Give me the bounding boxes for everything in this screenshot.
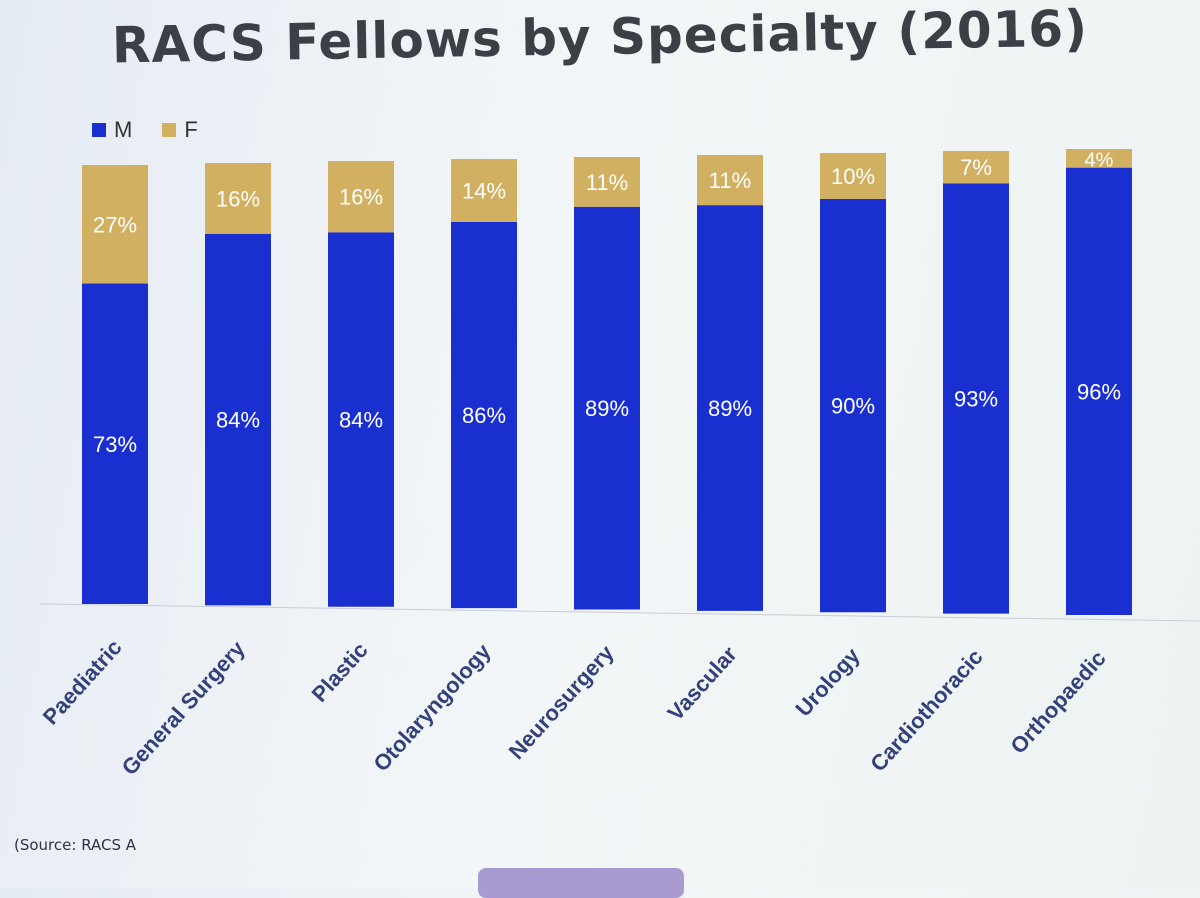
- legend-item-male: M: [92, 117, 132, 143]
- bar-female-4: [574, 157, 640, 207]
- bar-male-5: [697, 205, 763, 611]
- data-label-male-8: 96%: [1077, 379, 1121, 404]
- legend-item-female: F: [162, 117, 198, 143]
- legend-swatch-female: [162, 123, 177, 137]
- bar-male-2: [328, 232, 394, 607]
- data-label-female-3: 14%: [462, 178, 506, 203]
- data-label-male-1: 84%: [216, 408, 260, 433]
- data-label-female-7: 7%: [960, 155, 992, 180]
- bar-female-7: [943, 151, 1009, 184]
- presentation-tab: [478, 868, 684, 898]
- data-label-female-8: 4%: [1085, 149, 1114, 171]
- x-axis-line: [39, 603, 1200, 622]
- legend-label-male: M: [114, 117, 133, 142]
- x-tick-label-5: Vascular: [663, 641, 742, 725]
- bar-male-8: [1066, 167, 1132, 615]
- data-label-male-3: 86%: [462, 403, 506, 428]
- bar-male-6: [820, 198, 886, 613]
- data-label-male-4: 89%: [585, 396, 629, 421]
- data-label-male-5: 89%: [708, 396, 752, 421]
- legend: M F: [92, 117, 198, 143]
- bar-male-1: [205, 233, 271, 606]
- bar-female-2: [328, 161, 394, 233]
- data-label-male-2: 84%: [339, 408, 383, 433]
- x-tick-label-2: Plastic: [307, 637, 373, 706]
- x-tick-label-0: Paediatric: [38, 635, 127, 730]
- data-label-male-0: 73%: [93, 432, 137, 457]
- bar-female-6: [820, 153, 886, 199]
- bar-female-1: [205, 163, 271, 234]
- bar-male-7: [943, 183, 1009, 614]
- data-label-female-2: 16%: [339, 185, 383, 210]
- data-label-female-5: 11%: [709, 168, 751, 193]
- legend-label-female: F: [184, 117, 198, 142]
- data-label-male-7: 93%: [954, 387, 998, 412]
- x-tick-label-6: Urology: [791, 642, 866, 721]
- bar-male-3: [451, 221, 517, 609]
- data-label-male-6: 90%: [831, 394, 875, 419]
- x-tick-label-7: Cardiothoracic: [865, 644, 987, 776]
- x-tick-label-3: Otolaryngology: [368, 638, 496, 776]
- x-tick-label-4: Neurosurgery: [504, 640, 620, 765]
- source-note: (Source: RACS A: [14, 836, 137, 854]
- bar-female-5: [697, 155, 763, 206]
- data-label-female-4: 11%: [586, 170, 628, 195]
- data-label-female-0: 27%: [93, 212, 137, 237]
- bar-female-3: [451, 159, 517, 222]
- x-tick-label-1: General Surgery: [117, 635, 251, 780]
- legend-swatch-male: [92, 123, 106, 137]
- data-label-female-1: 16%: [216, 186, 260, 211]
- bar-male-4: [574, 206, 640, 610]
- data-label-female-6: 10%: [831, 164, 875, 189]
- bars-group: 73% 27% 84% 16% 84% 16% 86% 14% 89% 11% 89% 11% 90% 1…: [82, 149, 1132, 615]
- bar-female-0: [82, 165, 148, 284]
- bar-female-8: [1066, 149, 1132, 168]
- x-tick-label-8: Orthopaedic: [1005, 646, 1110, 759]
- bar-male-0: [82, 283, 148, 604]
